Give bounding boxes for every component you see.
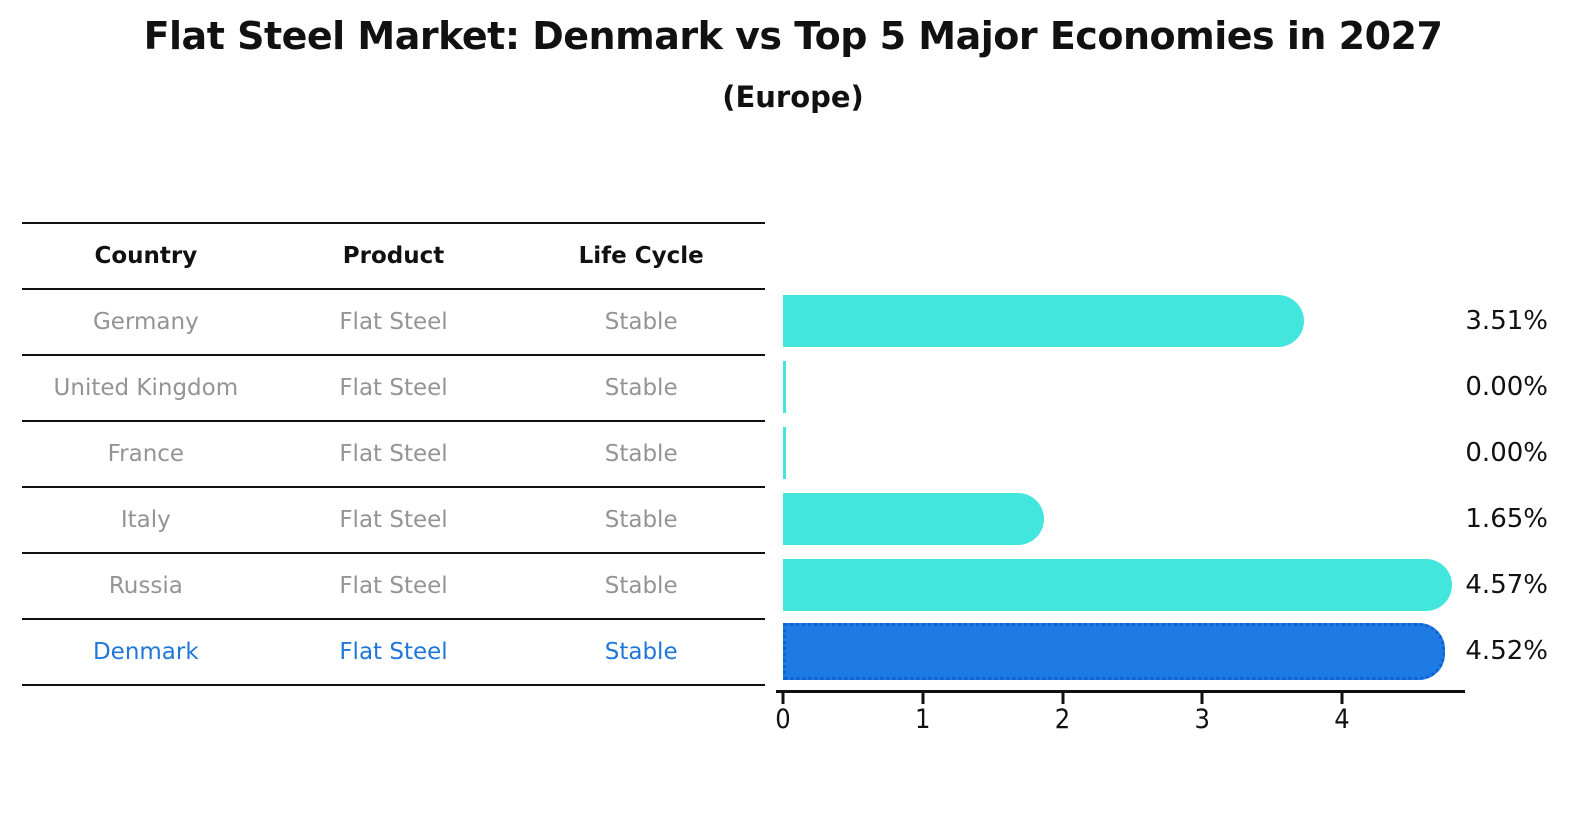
cell-life-cycle: Stable (604, 507, 678, 533)
cell-country: France (107, 441, 185, 467)
cell-life-cycle: Stable (604, 375, 678, 401)
x-tick-label-1: 1 (915, 704, 931, 735)
bar-france (783, 427, 786, 479)
cell-product: Flat Steel (339, 441, 448, 467)
x-tick-3 (1200, 693, 1204, 704)
bar-row-russia (783, 552, 1473, 618)
column-header-country: Country (94, 243, 198, 269)
x-tick-0 (781, 693, 785, 704)
cell-life-cycle: Stable (604, 573, 678, 599)
cell-country: Denmark (92, 639, 199, 665)
x-tick-1 (921, 693, 925, 704)
cell-product: Flat Steel (339, 375, 448, 401)
value-label-italy: 1.65% (1465, 504, 1548, 534)
x-tick-4 (1340, 693, 1344, 704)
x-tick-label-0: 0 (775, 704, 791, 735)
table-header-row: Country Product Life Cycle (22, 224, 765, 290)
bar-denmark (783, 623, 1445, 680)
x-tick-label-4: 4 (1334, 704, 1350, 735)
column-header-product: Product (342, 243, 445, 269)
cell-product: Flat Steel (339, 507, 448, 533)
table-row-united-kingdom: United Kingdom Flat Steel Stable (22, 356, 765, 422)
cell-country: United Kingdom (53, 375, 239, 401)
table-row-denmark: Denmark Flat Steel Stable (22, 620, 765, 686)
cell-country: Germany (92, 309, 199, 335)
bar-row-united-kingdom (783, 354, 1473, 420)
cell-life-cycle: Stable (604, 309, 678, 335)
bar-row-germany (783, 288, 1473, 354)
value-label-united-kingdom: 0.00% (1465, 372, 1548, 402)
x-axis-line (776, 690, 1465, 693)
table-row-russia: Russia Flat Steel Stable (22, 554, 765, 620)
bar-germany (783, 295, 1304, 347)
value-label-germany: 3.51% (1465, 306, 1548, 336)
bar-italy (783, 493, 1044, 545)
x-tick-label-3: 3 (1194, 704, 1210, 735)
cell-product: Flat Steel (339, 309, 448, 335)
table-row-germany: Germany Flat Steel Stable (22, 290, 765, 356)
table-row-italy: Italy Flat Steel Stable (22, 488, 765, 554)
chart-title: Flat Steel Market: Denmark vs Top 5 Majo… (143, 14, 1443, 58)
x-tick-2 (1061, 693, 1064, 704)
bar-row-italy (783, 486, 1473, 552)
country-info-table: Country Product Life Cycle Germany Flat Ste… (22, 222, 765, 686)
x-tick-label-2: 2 (1054, 704, 1071, 735)
cell-country: Italy (120, 507, 171, 533)
value-label-denmark: 4.52% (1465, 636, 1548, 666)
cell-life-cycle: Stable (604, 441, 678, 467)
bar-row-france (783, 420, 1473, 486)
value-labels-column: 3.51% 0.00% 0.00% 1.65% 4.57% 4.52% (1452, 288, 1548, 684)
cell-product: Flat Steel (339, 573, 448, 599)
bar-russia (783, 559, 1452, 611)
chart-subtitle: (Europe) (722, 80, 864, 114)
x-axis: 0 1 2 3 4 (775, 690, 1473, 740)
cell-country: Russia (108, 573, 183, 599)
column-header-life-cycle: Life Cycle (578, 243, 704, 269)
table-row-france: France Flat Steel Stable (22, 422, 765, 488)
value-label-france: 0.00% (1465, 438, 1548, 468)
bar-chart-area (783, 288, 1473, 684)
bar-row-denmark (783, 618, 1473, 684)
table-body: Germany Flat Steel Stable United Kingdom Fla… (22, 290, 765, 686)
cell-life-cycle: Stable (604, 639, 678, 665)
bar-united-kingdom (783, 361, 786, 413)
value-label-russia: 4.57% (1465, 570, 1548, 600)
cell-product: Flat Steel (339, 639, 448, 665)
